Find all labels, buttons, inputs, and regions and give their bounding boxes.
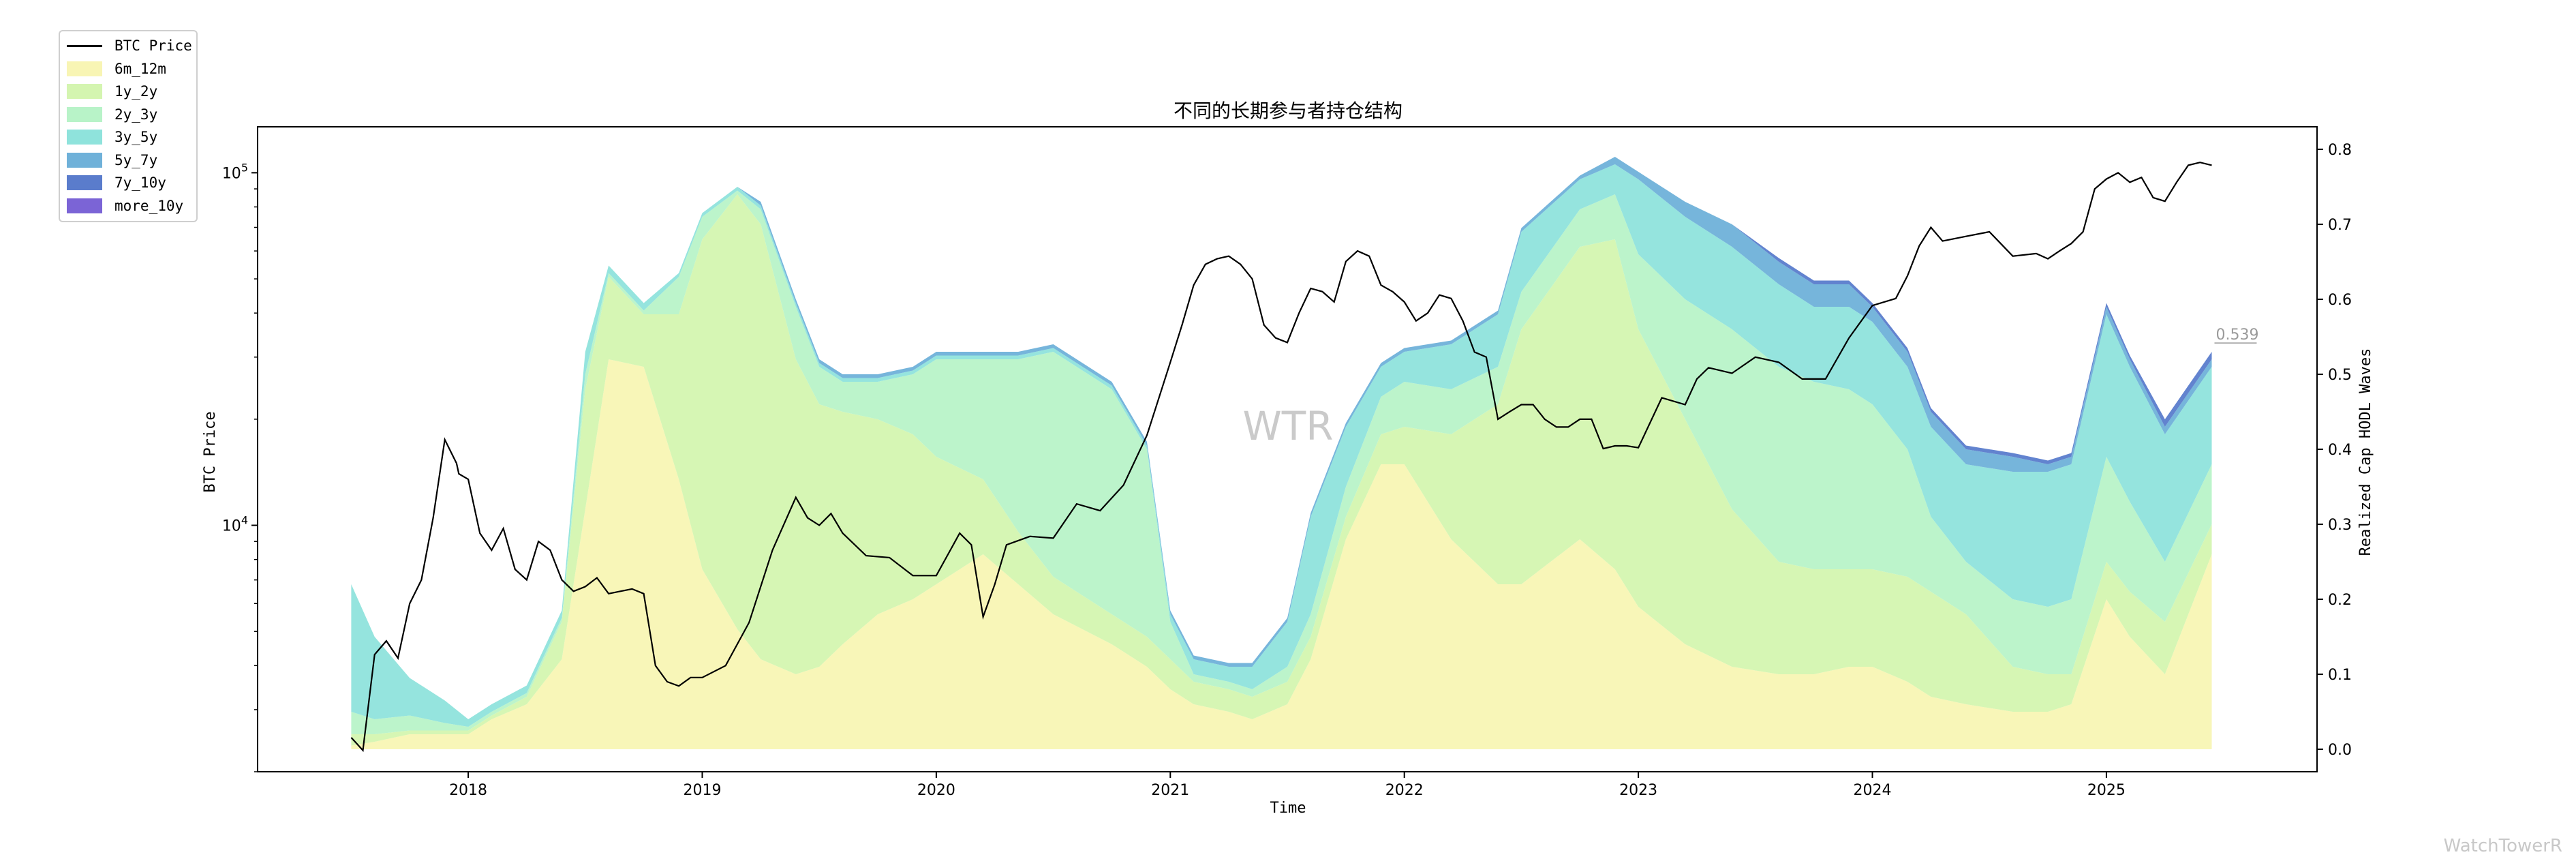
y-right-tick-label-0.5: 0.5 <box>2328 367 2352 384</box>
legend-swatch <box>67 106 102 122</box>
y-axis-label-left: BTC Price <box>202 411 219 492</box>
y-left-tick-label-10^5: 105 <box>222 161 248 182</box>
y-right-tick-label-0.4: 0.4 <box>2328 442 2352 459</box>
legend-item-3y_5y: 3y_5y <box>67 127 157 147</box>
legend-swatch <box>67 84 102 99</box>
x-tick-label-2022: 2022 <box>1385 782 1424 799</box>
legend-label: 1y_2y <box>114 83 158 100</box>
legend-item-7y_10y: 7y_10y <box>67 172 166 193</box>
y-right-tick-label-0.3: 0.3 <box>2328 517 2352 534</box>
legend-item-2y_3y: 2y_3y <box>67 104 157 125</box>
legend-item-5y_7y: 5y_7y <box>67 150 157 170</box>
axes: 2018 2019 2020 2021 2022 2023 2024 2025 0.0 0.1 0.… <box>222 126 2352 799</box>
y-right-tick-label-0.7: 0.7 <box>2328 217 2352 234</box>
btc-price-line-group <box>350 162 2212 753</box>
x-tick-label-2019: 2019 <box>683 782 721 799</box>
x-tick-label-2021: 2021 <box>1151 782 1189 799</box>
legend-swatch <box>67 44 102 47</box>
wtr-watermark: WTR <box>1242 403 1333 449</box>
watchtower-logo: WatchTowerR <box>2443 836 2562 856</box>
x-tick-label-2024: 2024 <box>1854 782 1892 799</box>
annotation-label: 0.539 <box>2215 327 2258 344</box>
y-axis-label-right: Realized Cap HODL Waves <box>2357 348 2374 556</box>
legend-item-btc-price: BTC Price <box>67 35 192 56</box>
area-3y_5y <box>351 164 2212 727</box>
area-1y_2y <box>351 194 2212 746</box>
btc-price-line <box>350 162 2212 753</box>
y-right-tick-label-0.6: 0.6 <box>2328 292 2352 309</box>
legend-label: 3y_5y <box>114 129 158 145</box>
x-tick-label-2018: 2018 <box>449 782 487 799</box>
legend-swatch <box>67 175 102 190</box>
legend-item-6m_12m: 6m_12m <box>67 59 166 79</box>
legend-label: 2y_3y <box>114 106 158 123</box>
y-right-tick-label-0.1: 0.1 <box>2328 667 2352 684</box>
legend-label: 6m_12m <box>114 60 166 77</box>
legend-item-1y_2y: 1y_2y <box>67 81 157 102</box>
legend: BTC Price 6m_12m 1y_2y 2y_3y 3y_5y 5y_7y 7y_10… <box>59 30 198 222</box>
x-tick-label-2020: 2020 <box>917 782 955 799</box>
legend-swatch <box>67 198 102 213</box>
x-tick-label-2023: 2023 <box>1619 782 1657 799</box>
y-right-tick-label-0.8: 0.8 <box>2328 142 2352 159</box>
x-axis-label: Time <box>1270 800 1306 817</box>
legend-label: more_10y <box>114 197 184 214</box>
legend-label: 5y_7y <box>114 151 158 168</box>
area-2y_3y <box>351 190 2212 734</box>
legend-label: 7y_10y <box>114 175 166 191</box>
x-tick-label-2025: 2025 <box>2087 782 2126 799</box>
hodl-wave-areas <box>351 157 2212 749</box>
area-6m_12m <box>351 359 2212 749</box>
y-right-tick-label-0.0: 0.0 <box>2328 742 2352 759</box>
legend-swatch <box>67 130 102 145</box>
legend-swatch <box>67 61 102 76</box>
chart-title: 不同的长期参与者持仓结构 <box>1174 100 1402 122</box>
legend-label: BTC Price <box>114 37 192 54</box>
legend-item-more_10y: more_10y <box>67 196 183 216</box>
legend-swatch <box>67 152 102 168</box>
y-left-tick-label-10^4: 104 <box>222 514 248 535</box>
y-right-tick-label-0.2: 0.2 <box>2328 592 2352 609</box>
